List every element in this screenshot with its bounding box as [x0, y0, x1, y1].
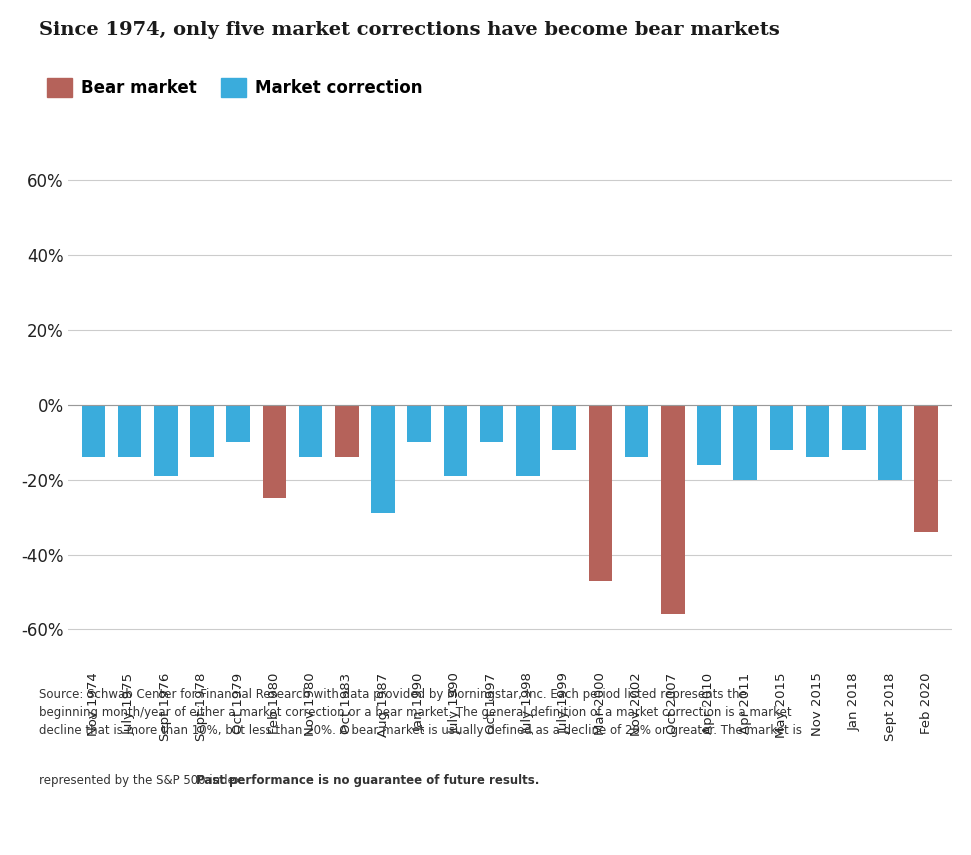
Bar [624, 404, 649, 457]
Text: represented by the S&P 500 index.: represented by the S&P 500 index. [39, 774, 249, 787]
Bar [915, 404, 938, 532]
Bar [117, 404, 142, 457]
Text: Past performance is no guarantee of future results.: Past performance is no guarantee of futu… [196, 774, 539, 787]
Bar [154, 404, 178, 476]
Bar [262, 404, 286, 498]
Bar [82, 404, 105, 457]
Bar [842, 404, 865, 450]
Bar [444, 404, 467, 476]
Legend: Bear market, Market correction: Bear market, Market correction [48, 78, 422, 97]
Bar [878, 404, 902, 480]
Bar [190, 404, 214, 457]
Bar [770, 404, 793, 450]
Bar [697, 404, 720, 465]
Bar [299, 404, 322, 457]
Bar [552, 404, 576, 450]
Bar [517, 404, 540, 476]
Bar [806, 404, 829, 457]
Bar [226, 404, 250, 442]
Bar [733, 404, 757, 480]
Text: Source: Schwab Center for Financial Research with data provided by Morningstar, : Source: Schwab Center for Financial Rese… [39, 688, 802, 737]
Bar [408, 404, 431, 442]
Bar [588, 404, 612, 581]
Text: Since 1974, only five market corrections have become bear markets: Since 1974, only five market corrections… [39, 21, 780, 39]
Bar [335, 404, 358, 457]
Bar [371, 404, 395, 513]
Bar [661, 404, 685, 615]
Bar [480, 404, 503, 442]
